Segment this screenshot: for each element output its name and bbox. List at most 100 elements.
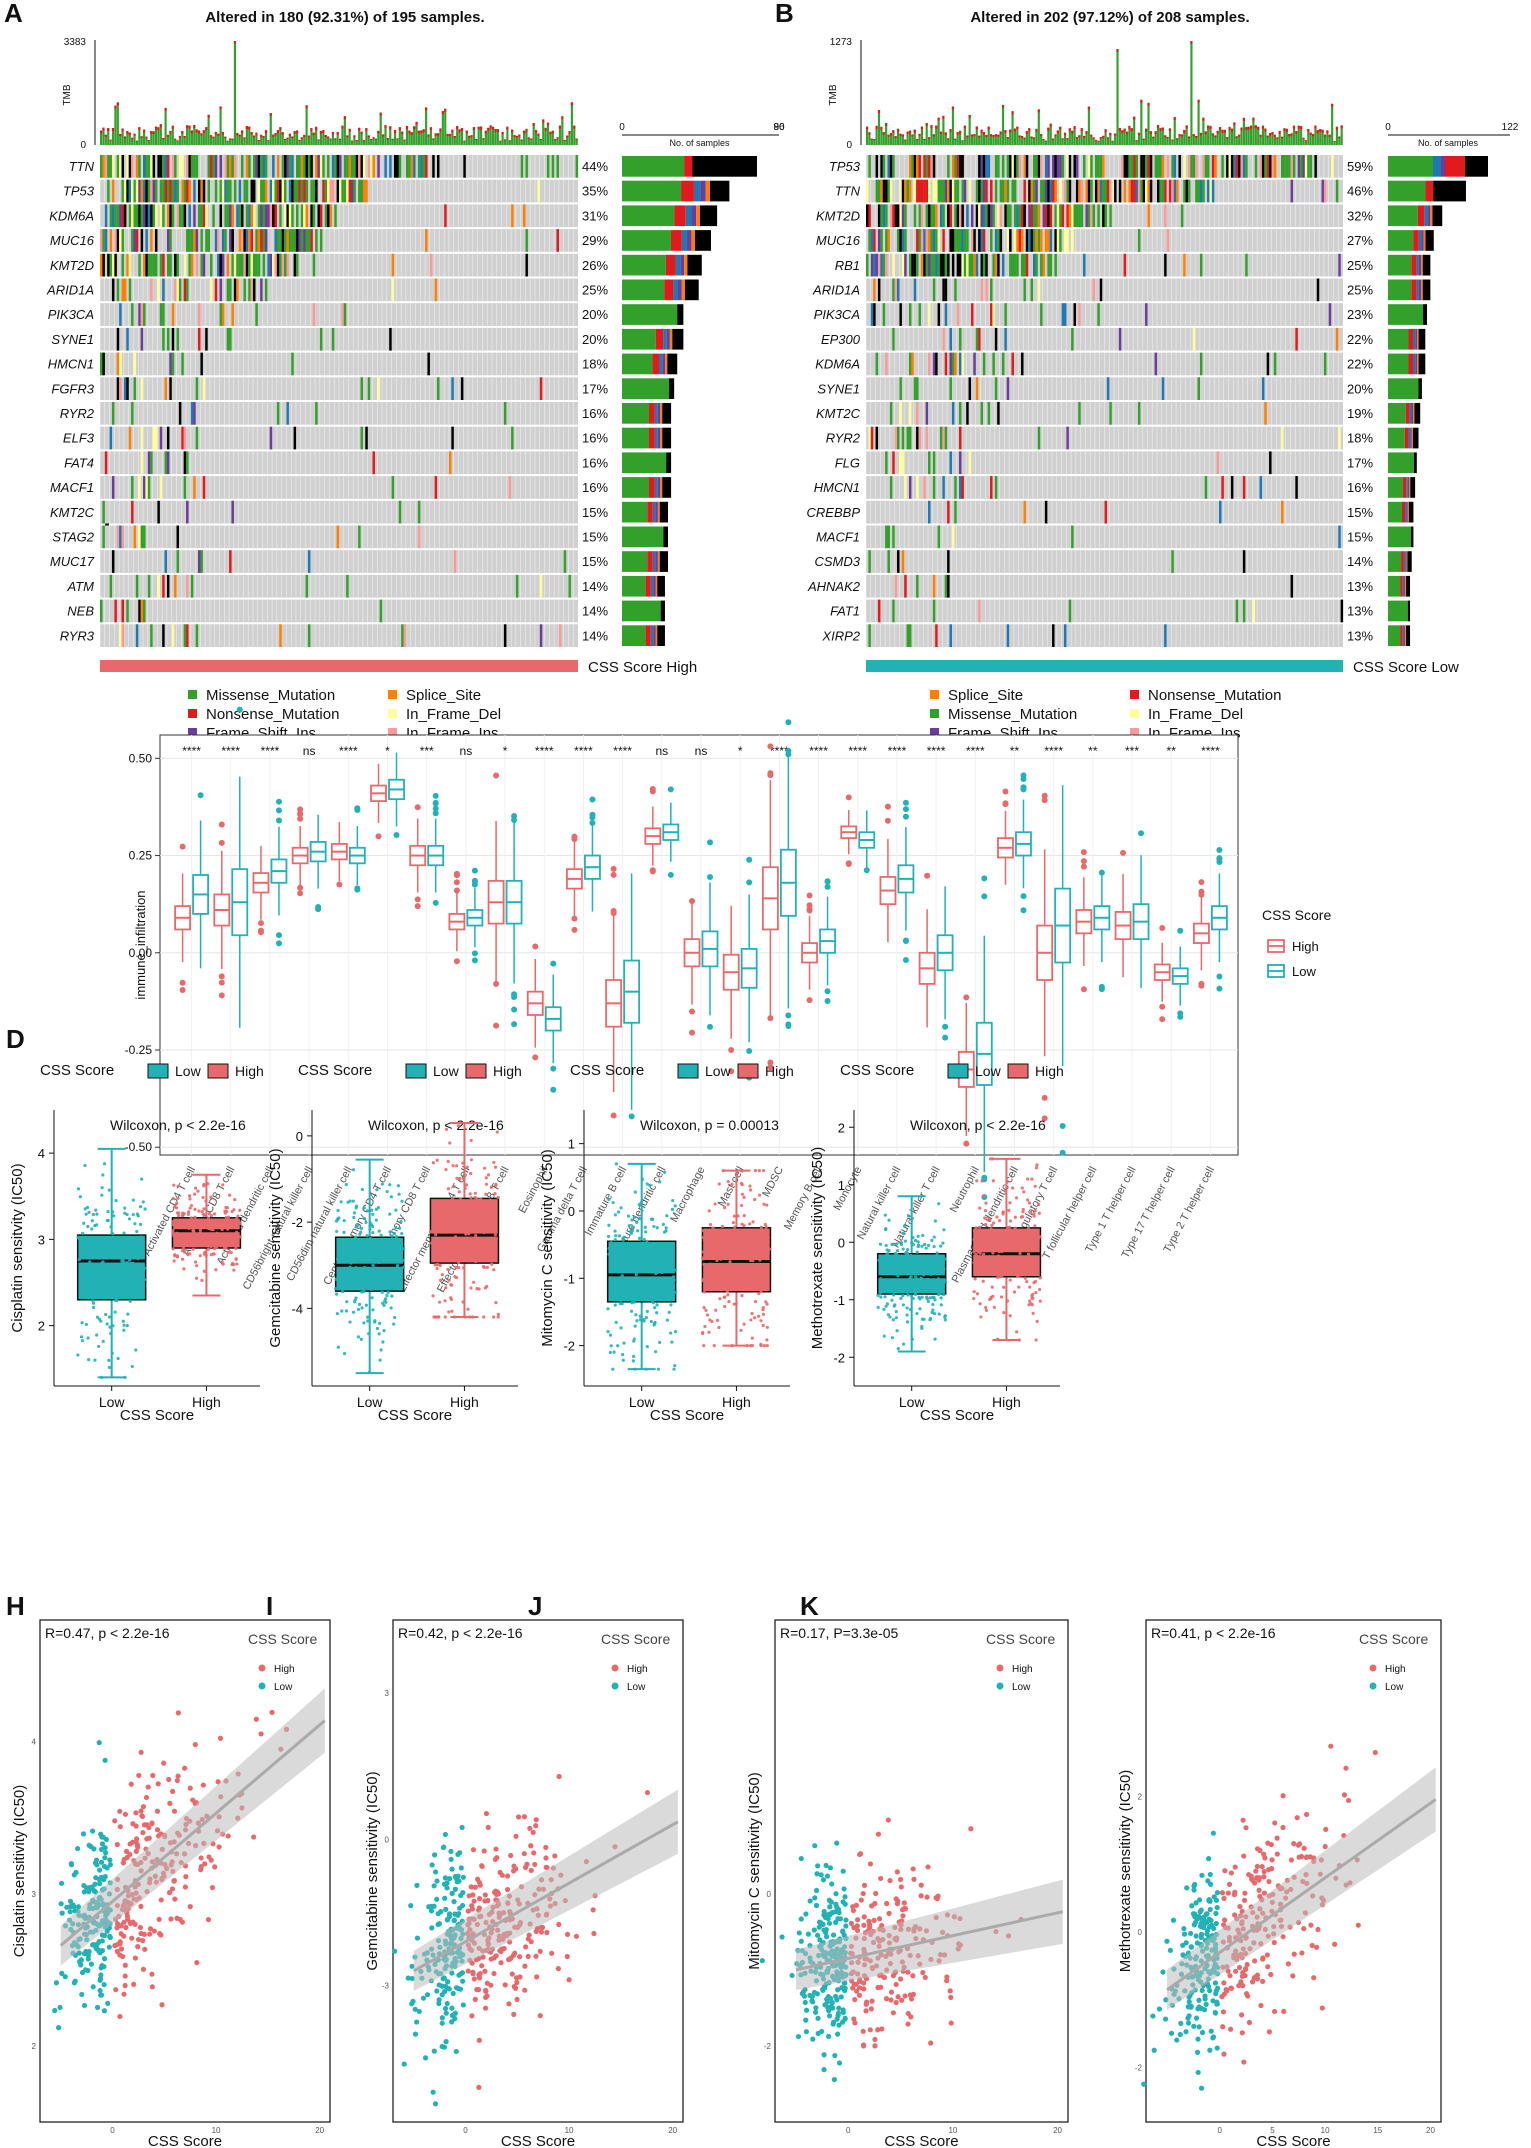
tmb-bar-top — [1319, 128, 1322, 132]
mutation-cell — [200, 204, 203, 228]
mutation-cell — [1078, 303, 1081, 326]
tmb-bar-top — [286, 137, 289, 140]
mutation-cell — [284, 179, 287, 203]
mutation-cell — [1173, 179, 1177, 203]
tmb-bar — [1333, 140, 1336, 145]
gene-count-segment — [657, 403, 661, 424]
mutation-cell — [250, 179, 254, 203]
mutation-cell — [322, 155, 325, 178]
mutation-cell — [1159, 155, 1162, 178]
mutation-cell — [1063, 229, 1067, 252]
mutation-cell — [1021, 253, 1024, 277]
tmb-bar — [429, 127, 432, 145]
tmb-bar-top — [1001, 104, 1005, 108]
tmb-bar — [367, 135, 370, 145]
mutation-cell — [1161, 155, 1165, 178]
tmb-bar-top — [544, 127, 547, 131]
mutation-cell — [1273, 155, 1277, 178]
gene-count-segment — [622, 378, 669, 399]
tmb-bar — [1021, 135, 1024, 145]
tmb-bar — [1085, 131, 1088, 145]
tmb-bar — [1221, 129, 1224, 145]
tmb-bar — [1264, 128, 1267, 145]
mutation-cell — [190, 253, 194, 277]
mutation-cell — [221, 179, 225, 203]
mutation-cell — [307, 550, 311, 573]
tmb-bar-top — [128, 132, 131, 136]
tmb-bar-top — [1123, 128, 1126, 132]
mutation-cell — [236, 204, 239, 228]
mutation-cell — [123, 278, 127, 302]
mutation-cell — [367, 377, 371, 400]
tmb-bar — [446, 133, 449, 145]
tmb-bar — [111, 128, 115, 145]
mutation-cell — [911, 155, 914, 178]
tmb-bar — [260, 134, 263, 145]
gene-percent: 15% — [582, 530, 608, 545]
tmb-bar — [1142, 138, 1145, 145]
tmb-bar-top — [1145, 128, 1148, 132]
mutation-cell — [1259, 155, 1263, 178]
tmb-bar — [997, 134, 1000, 145]
tmb-bar-top — [133, 133, 136, 136]
mutation-cell — [197, 303, 201, 326]
mutation-cell — [1056, 229, 1060, 252]
tmb-bar-top — [224, 136, 227, 139]
mutation-cell — [1042, 253, 1045, 277]
mutation-cell — [126, 377, 129, 400]
tmb-bar — [1042, 138, 1045, 145]
tmb-bar — [386, 138, 389, 145]
mutation-cell — [923, 179, 926, 203]
tmb-bar — [119, 133, 122, 145]
mutation-cell — [1192, 327, 1196, 351]
gene-count-segment — [681, 230, 687, 251]
tmb-bar — [138, 127, 141, 145]
mutation-cell — [403, 624, 407, 647]
gene-count-segment — [622, 156, 685, 177]
mutation-cell — [982, 253, 986, 277]
tmb-bar — [575, 138, 578, 145]
gene-label: FAT4 — [64, 455, 94, 470]
gene-count-segment — [1424, 205, 1428, 227]
mutation-cell — [1056, 155, 1060, 178]
gene-count-segment — [681, 180, 694, 202]
tmb-bar-top — [415, 121, 418, 125]
tmb-bar-top — [866, 126, 869, 130]
tmb-bar — [231, 138, 234, 145]
mutation-cell — [229, 155, 232, 178]
mutation-cell — [1264, 155, 1267, 178]
tmb-bar — [1309, 132, 1312, 145]
mutation-cell — [245, 204, 249, 228]
mutation-cell — [897, 229, 900, 252]
tmb-bar — [1006, 137, 1009, 145]
panel-letter-A: A — [4, 0, 23, 28]
mutation-cell — [315, 155, 318, 178]
mutation-cell — [131, 179, 134, 203]
tmb-bar-top — [1245, 126, 1248, 130]
tmb-bar-top — [973, 134, 976, 137]
tmb-bar-top — [458, 129, 461, 133]
tmb-bar — [561, 116, 564, 145]
mutation-cell — [372, 155, 375, 178]
mutation-cell — [1063, 179, 1067, 203]
mutation-cell — [159, 426, 163, 450]
mutation-cell — [300, 204, 304, 228]
gene-count-segment — [669, 328, 673, 350]
mutation-cell — [942, 253, 945, 277]
mutation-cell — [997, 155, 1000, 178]
tmb-bar — [1164, 135, 1167, 145]
mutation-cell — [248, 253, 251, 277]
tmb-bar-top — [1204, 131, 1207, 135]
tmb-bar-top — [899, 133, 902, 136]
tmb-bar-top — [482, 138, 485, 140]
gene-count-segment — [622, 205, 675, 227]
mutation-cell — [123, 179, 127, 203]
tmb-bar-top — [209, 135, 213, 138]
mutation-cell — [1309, 155, 1313, 178]
mutation-cell — [870, 253, 874, 277]
tmb-bar — [951, 106, 955, 145]
mutation-cell — [252, 204, 256, 228]
mutation-cell — [420, 155, 423, 178]
mutation-cell — [154, 229, 158, 252]
mutation-cell — [866, 253, 869, 277]
